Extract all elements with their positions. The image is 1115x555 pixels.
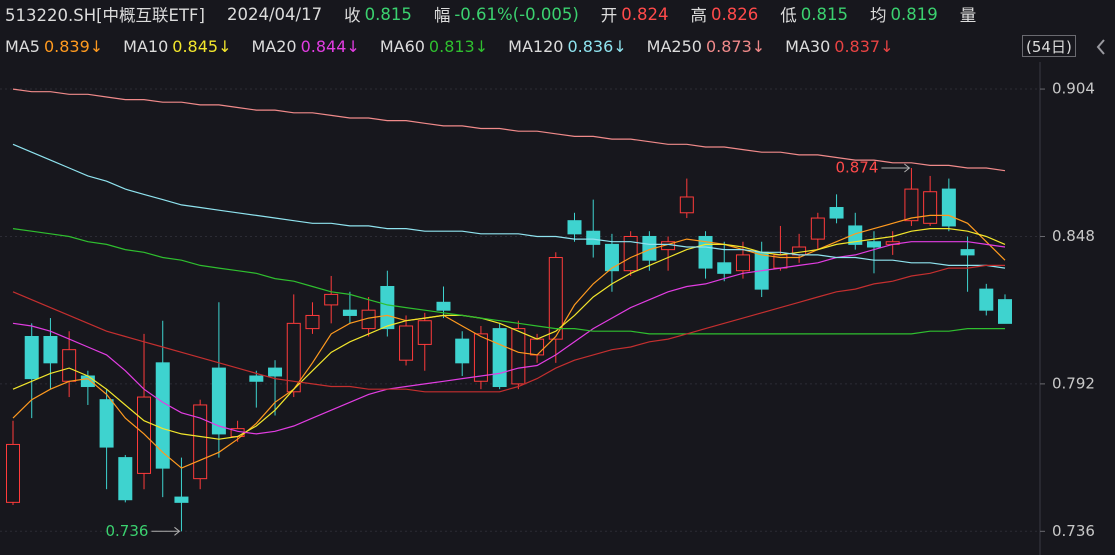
legend-value: 0.837↓ bbox=[834, 36, 894, 56]
candle-body bbox=[511, 328, 526, 385]
ma-line bbox=[12, 214, 1006, 469]
candle-body bbox=[399, 325, 414, 361]
candle-body bbox=[735, 254, 750, 272]
candle-body bbox=[155, 362, 170, 469]
candle-body bbox=[960, 249, 975, 256]
candle-body bbox=[866, 241, 881, 248]
candle-body bbox=[492, 328, 507, 388]
legend-name: MA60 bbox=[379, 36, 425, 56]
candle-body bbox=[174, 496, 189, 503]
candle-body bbox=[548, 257, 563, 340]
candle-body bbox=[211, 367, 226, 435]
candle-body bbox=[342, 309, 357, 316]
candle-body bbox=[305, 314, 320, 330]
quote-value: 0.815 bbox=[800, 4, 849, 24]
annotation-arrowhead bbox=[174, 526, 181, 536]
candle-body bbox=[679, 196, 694, 214]
candle-body bbox=[623, 235, 638, 272]
ma-line bbox=[12, 88, 1006, 172]
candle-body bbox=[43, 336, 58, 364]
collapse-icon[interactable] bbox=[1096, 39, 1105, 55]
candle-body bbox=[62, 349, 77, 382]
candle-body bbox=[6, 443, 20, 503]
legend-value: 0.844↓ bbox=[300, 36, 360, 56]
legend-value: 0.873↓ bbox=[705, 36, 766, 56]
period-selector[interactable]: (54日) bbox=[1022, 35, 1076, 57]
legend-name: MA30 bbox=[785, 36, 831, 56]
quote-label: 幅 bbox=[433, 6, 451, 25]
ma-legend: MA5 0.839↓ MA10 0.845↓ MA20 0.844↓ MA60 0.813↓ M… bbox=[5, 35, 894, 57]
legend-name: MA250 bbox=[646, 36, 702, 56]
candle-body bbox=[80, 375, 95, 388]
quote-value: -0.61%(-0.005) bbox=[454, 4, 579, 24]
candle-body bbox=[324, 293, 339, 306]
y-tick-label: 0.736 bbox=[1052, 522, 1095, 540]
candle-body bbox=[118, 457, 133, 501]
candle-body bbox=[530, 338, 545, 356]
volume-label: 量 bbox=[959, 6, 977, 25]
candle-body bbox=[941, 188, 956, 227]
quote-value: 0.824 bbox=[621, 4, 669, 24]
candle-body bbox=[417, 320, 432, 345]
y-tick-label: 0.792 bbox=[1052, 374, 1095, 392]
quote-value: 0.826 bbox=[711, 4, 759, 24]
legend-name: MA10 bbox=[123, 36, 169, 56]
ma-line bbox=[12, 143, 1006, 269]
candle-body bbox=[193, 404, 208, 480]
quote-value: 0.819 bbox=[890, 4, 938, 24]
candle-body bbox=[717, 262, 732, 274]
annotation-arrowhead bbox=[904, 163, 911, 173]
candle-body bbox=[848, 225, 863, 245]
quote-date: 2024/04/17 bbox=[226, 4, 323, 24]
candle-body bbox=[904, 188, 919, 222]
legend-value: 0.813↓ bbox=[428, 36, 489, 56]
y-tick-label: 0.848 bbox=[1052, 227, 1095, 245]
quote-label: 低 bbox=[780, 6, 797, 25]
quote-label: 收 bbox=[344, 6, 361, 25]
candle-body bbox=[979, 288, 994, 311]
min-label: 0.736 bbox=[105, 522, 148, 540]
candle-body bbox=[473, 333, 488, 382]
security-title: 513220.SH[中概互联ETF] bbox=[5, 6, 205, 25]
legend-name: MA120 bbox=[508, 36, 564, 56]
legend-value: 0.836↓ bbox=[567, 36, 627, 56]
ma-line bbox=[12, 228, 1006, 440]
quote-label: 均 bbox=[870, 6, 887, 25]
candle-body bbox=[455, 338, 470, 364]
ma-line bbox=[12, 264, 1005, 393]
candle-body bbox=[567, 220, 582, 235]
quote-header: 513220.SH[中概互联ETF] 2024/04/17 收 0.815 幅 -0.… bbox=[5, 2, 976, 26]
y-tick-label: 0.904 bbox=[1052, 80, 1095, 98]
quote-label: 开 bbox=[600, 6, 618, 25]
candle-body bbox=[604, 243, 619, 272]
quote-label: 高 bbox=[690, 6, 708, 25]
legend-name: MA20 bbox=[251, 36, 297, 56]
candle-body bbox=[249, 375, 264, 382]
candle-body bbox=[268, 367, 283, 377]
legend-name: MA5 bbox=[5, 36, 40, 56]
candle-body bbox=[829, 207, 844, 219]
candle-body bbox=[810, 217, 825, 240]
candle-body bbox=[586, 230, 601, 245]
max-label: 0.874 bbox=[835, 159, 878, 177]
candle-body bbox=[286, 322, 301, 393]
legend-value: 0.845↓ bbox=[172, 36, 232, 56]
quote-value: 0.815 bbox=[364, 4, 412, 24]
candle-body bbox=[923, 191, 938, 224]
candle-body bbox=[436, 301, 451, 311]
candle-body bbox=[137, 396, 152, 474]
legend-value: 0.839↓ bbox=[43, 36, 104, 56]
ma-line bbox=[12, 228, 1005, 335]
candle-body bbox=[998, 299, 1012, 324]
candle-body bbox=[99, 399, 114, 448]
candle-body bbox=[24, 336, 39, 380]
candle-body bbox=[380, 285, 395, 330]
